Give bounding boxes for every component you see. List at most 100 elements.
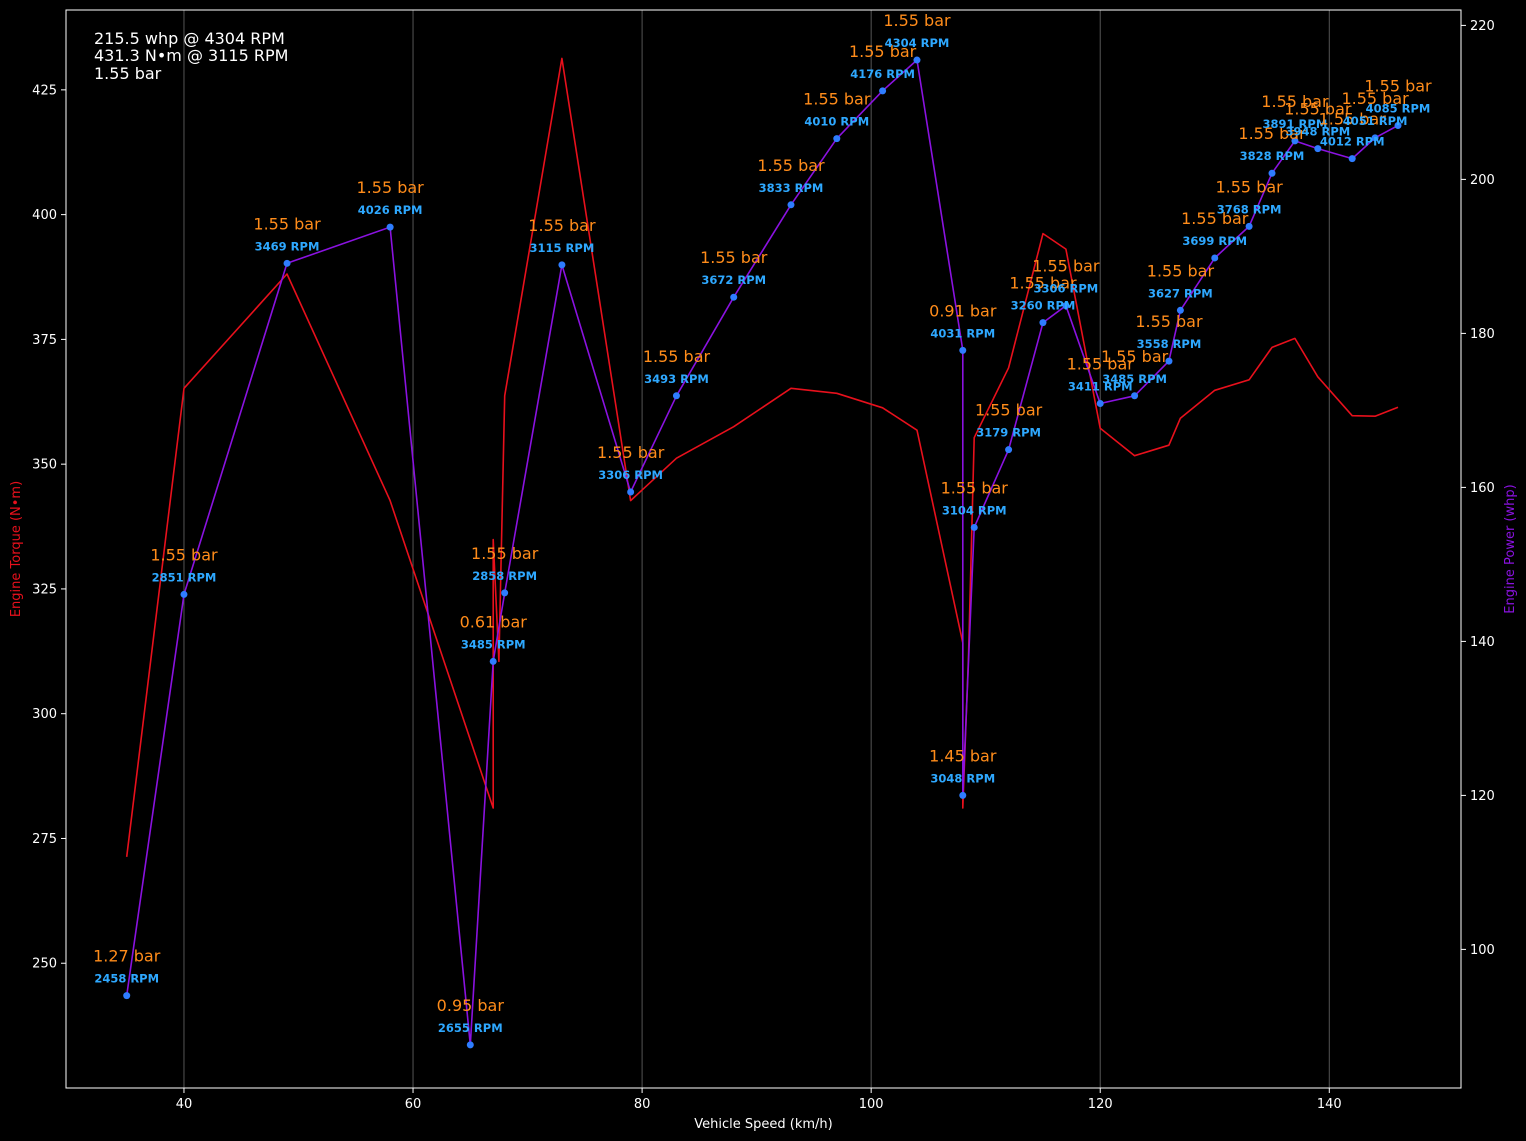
rpm-label: 3306 RPM xyxy=(598,468,663,482)
y-left-tick-label: 400 xyxy=(32,208,57,223)
rpm-label: 3493 RPM xyxy=(644,372,709,386)
boost-label: 1.55 bar xyxy=(1261,92,1329,111)
boost-label: 1.55 bar xyxy=(1238,124,1306,143)
plot-background xyxy=(66,10,1461,1088)
boost-label: 1.55 bar xyxy=(1067,354,1135,373)
power-point xyxy=(558,261,566,269)
boost-label: 1.55 bar xyxy=(1364,77,1432,96)
boost-label: 1.55 bar xyxy=(597,443,665,462)
rpm-label: 3411 RPM xyxy=(1068,379,1133,393)
power-point xyxy=(1062,302,1070,310)
rpm-label: 3115 RPM xyxy=(530,241,595,255)
summary-boost: 1.55 bar xyxy=(94,64,162,83)
power-point xyxy=(1211,254,1219,262)
axes-ticks: 40 60 80 100 120 140 250 275 300 325 350 375 400 425 1… xyxy=(32,19,1495,1112)
boost-label: 1.55 bar xyxy=(757,156,825,175)
boost-label: 1.55 bar xyxy=(150,545,218,564)
boost-label: 1.55 bar xyxy=(883,11,951,30)
boost-label: 1.55 bar xyxy=(803,90,871,109)
boost-label: 1.55 bar xyxy=(1147,261,1215,280)
x-axis-label: Vehicle Speed (km/h) xyxy=(694,1117,832,1132)
y-left-tick-label: 375 xyxy=(32,333,57,348)
power-point xyxy=(730,293,738,301)
summary-power: 215.5 whp @ 4304 RPM xyxy=(94,29,285,48)
power-point xyxy=(1005,446,1013,454)
power-point xyxy=(959,791,967,799)
rpm-label: 3672 RPM xyxy=(701,273,766,287)
boost-label: 1.55 bar xyxy=(643,347,711,366)
power-point xyxy=(627,488,635,496)
power-point xyxy=(833,135,841,143)
power-point xyxy=(1348,155,1356,163)
rpm-label: 3558 RPM xyxy=(1137,337,1202,351)
y-right-tick-label: 200 xyxy=(1470,173,1495,188)
power-point xyxy=(959,346,967,354)
boost-label: 1.55 bar xyxy=(1341,89,1409,108)
boost-label: 1.55 bar xyxy=(1135,312,1203,331)
power-point xyxy=(1096,399,1104,407)
boost-label: 1.55 bar xyxy=(1101,347,1169,366)
rpm-label: 3485 RPM xyxy=(1102,372,1167,386)
boost-label: 1.55 bar xyxy=(1319,110,1387,129)
boost-label: 1.55 bar xyxy=(1009,274,1077,293)
power-point xyxy=(1245,222,1253,230)
x-tick-label: 100 xyxy=(859,1097,884,1112)
power-point xyxy=(489,657,497,665)
rpm-label: 3485 RPM xyxy=(461,637,526,651)
rpm-label: 3306 RPM xyxy=(1033,282,1098,296)
y-right-tick-label: 220 xyxy=(1470,19,1495,34)
rpm-label: 4026 RPM xyxy=(358,203,423,217)
power-point xyxy=(1176,306,1184,314)
y-right-tick-label: 120 xyxy=(1470,789,1495,804)
boost-label: 1.45 bar xyxy=(929,746,997,765)
rpm-label: 2458 RPM xyxy=(94,972,159,986)
power-point xyxy=(913,56,921,64)
boost-label: 1.55 bar xyxy=(1284,100,1352,119)
rpm-label: 3048 RPM xyxy=(930,771,995,785)
power-point xyxy=(1371,134,1379,142)
rpm-label: 3469 RPM xyxy=(255,239,320,253)
y-right-tick-label: 160 xyxy=(1470,481,1495,496)
y-right-tick-label: 100 xyxy=(1470,943,1495,958)
boost-label: 1.55 bar xyxy=(1181,209,1249,228)
y-left-axis-label: Engine Torque (N•m) xyxy=(9,481,24,617)
torque-line xyxy=(125,57,1399,857)
x-tick-label: 120 xyxy=(1088,1097,1113,1112)
power-point xyxy=(1291,137,1299,145)
rpm-label: 3768 RPM xyxy=(1217,202,1282,216)
rpm-label: 3627 RPM xyxy=(1148,286,1213,300)
y-right-axis-label: Engine Power (whp) xyxy=(1503,484,1518,613)
rpm-label: 4012 RPM xyxy=(1320,135,1385,149)
rpm-label: 4304 RPM xyxy=(885,36,950,50)
y-left-tick-label: 300 xyxy=(32,707,57,722)
rpm-label: 2851 RPM xyxy=(152,570,217,584)
rpm-label: 3833 RPM xyxy=(759,181,824,195)
rpm-label: 2655 RPM xyxy=(438,1021,503,1035)
boost-label: 1.55 bar xyxy=(975,401,1043,420)
rpm-label: 4010 RPM xyxy=(804,115,869,129)
data-series xyxy=(123,56,1402,1049)
vertical-gridlines xyxy=(183,10,1330,1088)
x-tick-label: 40 xyxy=(176,1097,193,1112)
summary-torque: 431.3 N•m @ 3115 RPM xyxy=(94,46,288,65)
power-point xyxy=(123,992,131,1000)
boost-label: 1.55 bar xyxy=(700,248,768,267)
boost-label: 1.55 bar xyxy=(1215,177,1283,196)
rpm-label: 3260 RPM xyxy=(1011,299,1076,313)
boost-label: 1.55 bar xyxy=(941,478,1009,497)
power-point xyxy=(879,87,887,95)
power-point xyxy=(787,201,795,209)
power-point xyxy=(1039,319,1047,327)
y-left-tick-label: 425 xyxy=(32,83,57,98)
y-right-tick-label: 180 xyxy=(1470,327,1495,342)
power-point xyxy=(1394,122,1402,129)
boost-label: 1.55 bar xyxy=(849,42,917,61)
plot-frame xyxy=(65,9,1462,1089)
x-tick-label: 60 xyxy=(405,1097,422,1112)
power-point xyxy=(386,223,394,231)
rpm-label: 2858 RPM xyxy=(472,569,537,583)
power-point xyxy=(1268,169,1276,177)
y-left-tick-label: 350 xyxy=(32,458,57,473)
boost-label: 1.55 bar xyxy=(471,544,539,563)
